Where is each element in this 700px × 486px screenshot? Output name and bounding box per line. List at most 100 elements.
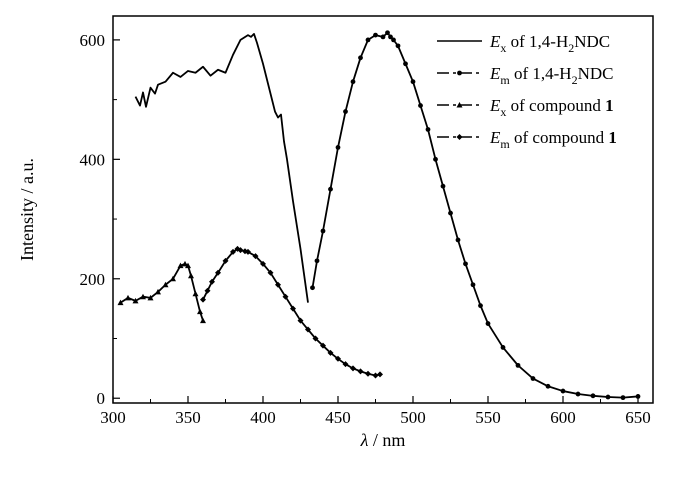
x-tick-label: 350 [175,408,201,427]
series-layer [117,30,641,401]
x-tick-label: 500 [400,408,426,427]
data-point [335,355,341,362]
legend-label: Ex of 1,4-H2NDC [489,32,610,55]
data-point [290,305,296,312]
data-point [252,253,259,260]
y-tick-label: 0 [97,389,106,408]
data-point [132,297,139,304]
data-point [373,32,378,38]
legend-entry: Ex of compound 1 [437,96,614,119]
data-point [425,127,431,132]
data-point [590,393,596,399]
y-axis-title: Intensity / a.u. [17,158,37,261]
series-2 [310,30,641,401]
data-point [314,258,320,264]
data-point [343,109,348,114]
data-point [328,186,333,192]
series-line [202,248,381,377]
data-point [372,372,379,379]
data-point [455,237,461,243]
data-point [575,391,581,397]
data-point [380,34,386,40]
ticks-layer [112,39,639,403]
data-point [357,368,364,375]
data-point [282,293,289,300]
series-line [134,33,309,303]
series-4 [200,245,383,379]
data-point [463,261,468,267]
data-point [140,293,146,300]
data-point [395,43,401,49]
data-point [560,388,566,394]
data-point [410,79,416,85]
data-point [515,362,521,368]
series-line [311,31,639,399]
data-point [204,287,211,294]
data-point [125,294,131,301]
legend-entry: Ex of 1,4-H2NDC [437,32,610,55]
data-point [320,228,326,234]
data-point [530,376,536,381]
data-point [320,342,326,349]
data-point [209,278,215,285]
data-point [440,183,446,189]
data-point [297,317,304,324]
x-tick-label: 300 [100,408,126,427]
plot-frame [112,15,654,404]
legend-marker [456,102,463,108]
y-tick-label: 600 [80,31,106,50]
data-point [155,288,161,295]
data-point [545,383,551,389]
legend-label: Ex of compound 1 [489,96,614,119]
legend-label: Em of 1,4-H2NDC [489,64,614,87]
x-tick-label: 600 [550,408,576,427]
data-point [350,365,356,372]
data-point [377,371,383,378]
data-point [388,34,393,40]
series-1 [134,33,309,303]
data-point [478,303,483,309]
data-point [358,55,363,61]
legend-entry: Em of compound 1 [437,128,617,151]
x-tick-label: 550 [475,408,501,427]
y-tick-label: 200 [80,270,106,289]
series-3 [117,260,206,324]
tick-labels-layer: 300 350 400 450 500 550 600 650 0 200 400 600 [80,31,651,427]
data-point [170,275,176,282]
data-point [200,317,206,324]
y-tick-label: 400 [80,150,106,169]
data-point [185,262,191,269]
data-point [620,395,626,401]
data-point [310,285,315,291]
data-point [433,156,438,162]
data-point [605,394,611,400]
data-point [365,37,371,43]
data-point [237,247,244,254]
data-point [245,248,251,255]
x-tick-label: 450 [325,408,351,427]
data-point [117,299,124,306]
data-point [403,61,408,67]
data-point [260,260,266,267]
x-tick-label: 400 [250,408,276,427]
legend-marker [456,134,463,140]
data-point [391,37,396,43]
data-point [418,103,423,108]
data-point [215,269,221,276]
legend: Ex of 1,4-H2NDC Em of 1,4-H2NDC Ex of comp… [437,32,617,151]
x-axis-title: λ / nm [360,430,406,450]
data-point [385,30,390,36]
data-point [342,361,349,368]
data-point [312,335,319,342]
data-point [448,210,453,216]
legend-label: Em of compound 1 [489,128,617,151]
data-point [182,260,188,267]
data-point [162,281,169,288]
data-point [147,294,154,301]
data-point [335,144,341,150]
data-point [188,272,194,279]
data-point [500,345,506,350]
data-point [230,248,236,255]
